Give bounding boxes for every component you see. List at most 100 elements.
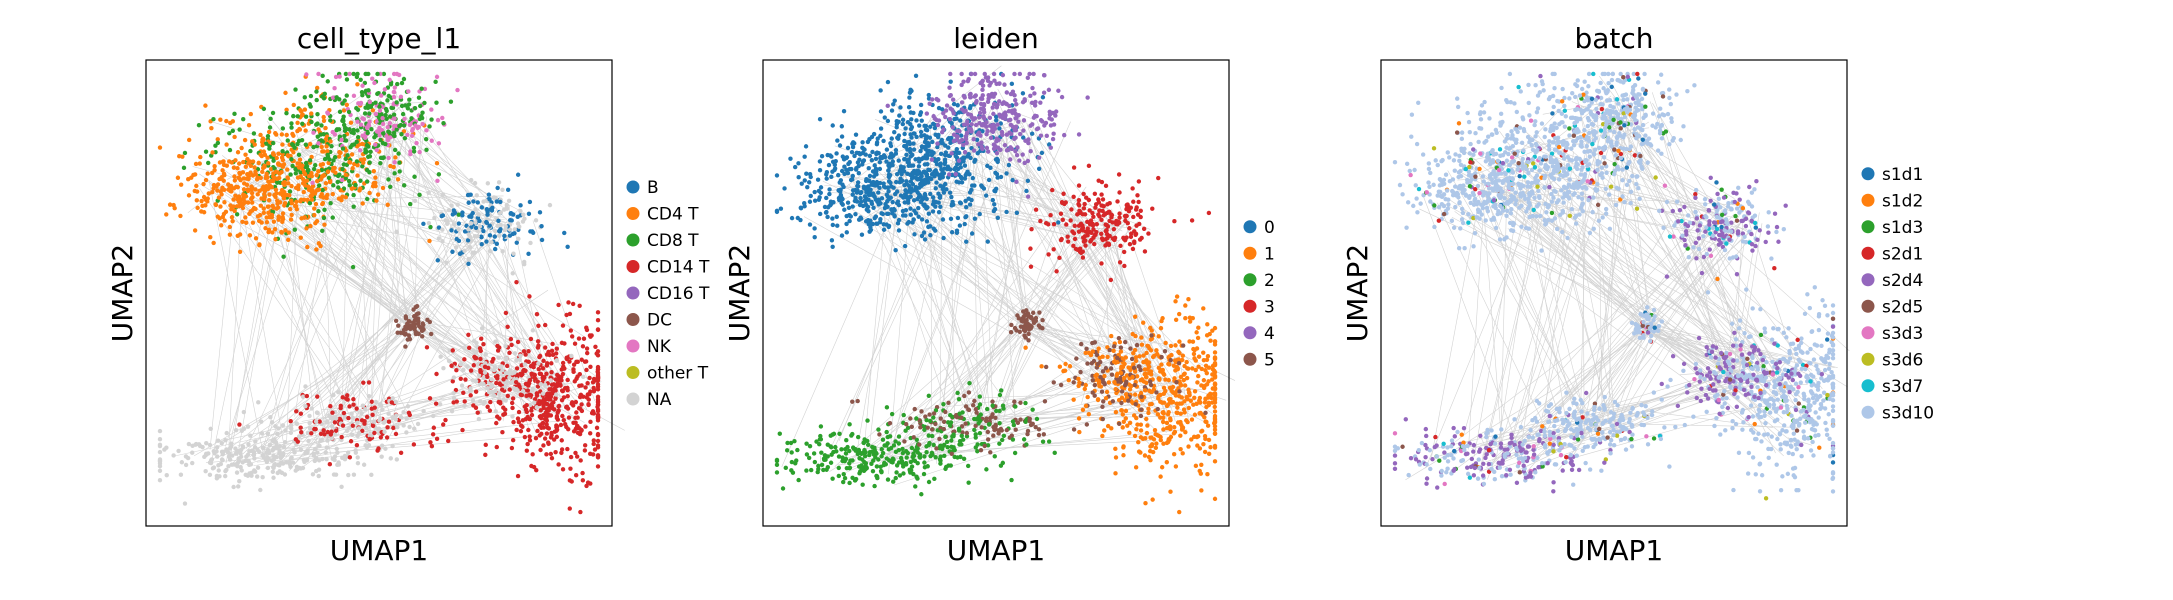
scatter-point xyxy=(372,80,377,86)
scatter-point xyxy=(1083,403,1089,409)
scatter-point xyxy=(969,187,974,193)
scatter-point xyxy=(496,391,502,397)
scatter-point xyxy=(573,415,578,421)
scatter-point xyxy=(487,233,493,238)
scatter-point xyxy=(289,125,294,130)
scatter-point xyxy=(388,163,393,169)
scatter-point xyxy=(372,430,377,436)
scatter-point xyxy=(341,122,347,128)
scatter-point xyxy=(402,135,408,141)
graph-edge xyxy=(209,197,236,450)
scatter-point xyxy=(1004,90,1009,95)
scatter-point xyxy=(316,473,321,479)
graph-edge xyxy=(334,185,545,384)
scatter-point xyxy=(234,212,240,217)
scatter-point xyxy=(284,460,289,465)
scatter-point xyxy=(1099,261,1104,266)
scatter-point xyxy=(332,420,338,425)
graph-edge xyxy=(497,356,559,376)
scatter-point xyxy=(333,416,339,421)
scatter-point xyxy=(489,377,494,382)
scatter-point xyxy=(407,97,412,102)
scatter-point xyxy=(1189,437,1194,442)
scatter-point xyxy=(892,213,897,218)
scatter-point xyxy=(164,212,169,217)
scatter-point xyxy=(1004,209,1009,215)
scatter-point xyxy=(588,431,593,436)
scatter-point xyxy=(316,467,322,472)
scatter-point xyxy=(1146,410,1151,416)
scatter-point xyxy=(595,374,601,379)
scatter-point xyxy=(556,302,561,308)
scatter-point xyxy=(589,410,595,416)
graph-edge xyxy=(356,102,369,415)
scatter-point xyxy=(1080,223,1085,228)
scatter-point xyxy=(889,151,894,156)
scatter-point xyxy=(1071,397,1076,402)
scatter-point xyxy=(367,190,372,196)
scatter-point xyxy=(329,424,335,429)
scatter-point xyxy=(291,447,296,452)
scatter-point xyxy=(531,400,537,405)
scatter-point xyxy=(902,192,908,197)
scatter-point xyxy=(526,211,532,217)
scatter-point xyxy=(1004,132,1010,137)
scatter-point xyxy=(1066,239,1071,244)
scatter-point xyxy=(222,218,227,223)
scatter-point xyxy=(959,180,965,185)
scatter-point xyxy=(508,336,514,342)
scatter-point xyxy=(1058,211,1064,216)
scatter-point xyxy=(487,248,493,254)
scatter-point xyxy=(252,165,257,170)
scatter-point xyxy=(476,416,482,422)
scatter-point xyxy=(812,234,817,240)
scatter-point xyxy=(1081,191,1086,197)
scatter-point xyxy=(958,118,963,123)
scatter-point xyxy=(1135,193,1140,198)
scatter-point xyxy=(595,394,601,400)
scatter-point xyxy=(933,204,938,209)
legend-label: other T xyxy=(647,364,709,384)
graph-edge xyxy=(822,180,1236,381)
scatter-point xyxy=(221,171,227,176)
scatter-point xyxy=(398,94,404,100)
scatter-point xyxy=(1139,335,1144,340)
scatter-point xyxy=(280,149,285,154)
scatter-point xyxy=(374,147,379,153)
scatter-point xyxy=(420,321,425,326)
scatter-point xyxy=(347,404,352,409)
scatter-point xyxy=(587,375,592,381)
scatter-point xyxy=(205,171,210,176)
scatter-point xyxy=(544,431,550,436)
scatter-point xyxy=(1089,230,1094,235)
scatter-point xyxy=(510,396,516,401)
scatter-point xyxy=(516,419,522,425)
scatter-point xyxy=(398,415,404,420)
scatter-point xyxy=(1103,183,1109,189)
scatter-point xyxy=(229,160,234,165)
scatter-point xyxy=(1094,222,1100,227)
scatter-point xyxy=(1096,212,1101,217)
scatter-point xyxy=(445,221,450,227)
scatter-point xyxy=(182,501,188,506)
scatter-point xyxy=(866,165,871,171)
scatter-point xyxy=(343,195,349,200)
graph-edge xyxy=(366,419,567,442)
scatter-point xyxy=(1090,223,1096,228)
scatter-point xyxy=(969,122,974,127)
scatter-point xyxy=(382,87,388,92)
scatter-point xyxy=(430,432,436,437)
scatter-point xyxy=(847,213,852,218)
scatter-point xyxy=(516,236,521,242)
graph-edge xyxy=(291,443,411,452)
scatter-point xyxy=(959,100,965,105)
scatter-point xyxy=(1199,429,1204,434)
scatter-point xyxy=(433,79,438,85)
scatter-point xyxy=(428,440,433,445)
scatter-point xyxy=(337,172,342,177)
scatter-point xyxy=(439,213,444,219)
scatter-point xyxy=(1190,315,1195,321)
scatter-point xyxy=(1131,199,1136,204)
scatter-point xyxy=(1144,416,1149,422)
chart-title: cell_type_l1 xyxy=(297,22,461,55)
